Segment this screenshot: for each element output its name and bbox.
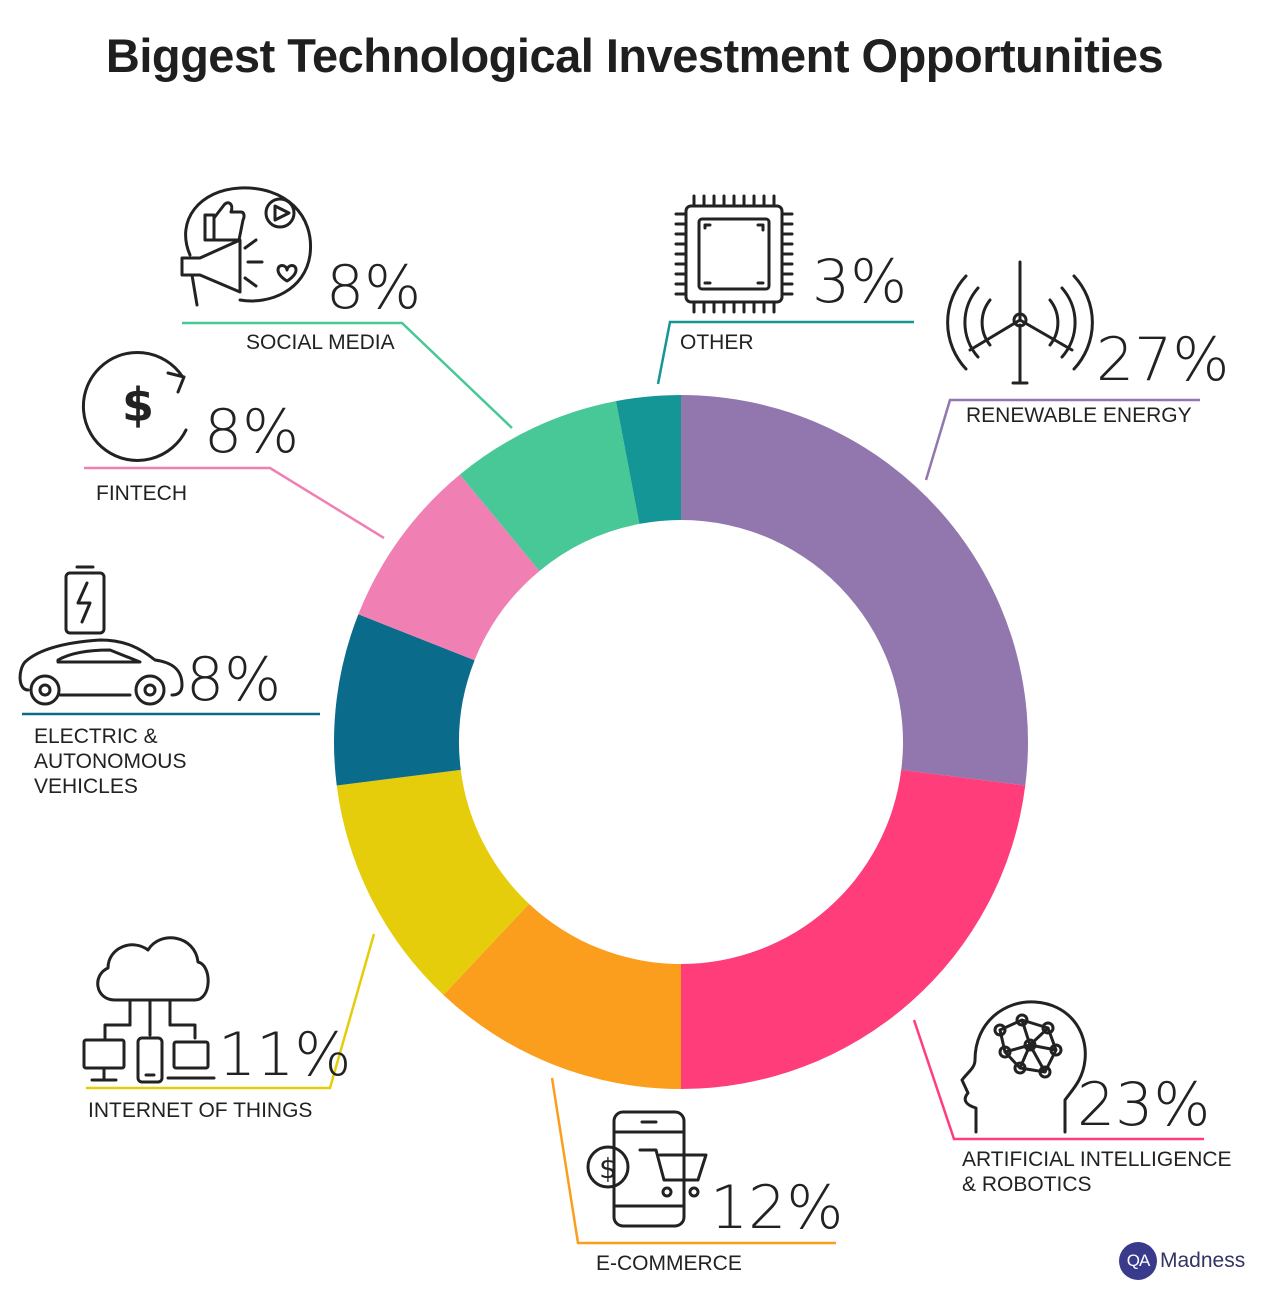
leader-lines xyxy=(22,320,1204,1245)
ai-brain-head-icon xyxy=(960,1000,1087,1134)
slice-percent: 3% xyxy=(812,247,907,317)
slice-fintech xyxy=(358,474,540,661)
slice-label: ARTIFICIAL INTELLIGENCE & ROBOTICS xyxy=(962,1148,1232,1196)
slice-labels: 27% RENEWABLE ENERGY 23% ARTIFICIAL INTELLI… xyxy=(34,247,1232,1275)
leader-line xyxy=(924,398,1200,481)
brand-logo: QA Madness xyxy=(1119,1241,1245,1281)
svg-text:$: $ xyxy=(599,1152,617,1185)
leader-line xyxy=(912,1019,1204,1141)
slice-percent: 23% xyxy=(1077,1070,1210,1140)
slice-percent: 8% xyxy=(204,397,299,467)
slice-label: RENEWABLE ENERGY xyxy=(966,404,1192,427)
wind-turbine-icon xyxy=(946,260,1094,385)
electric-car-icon xyxy=(18,565,184,706)
social-media-icon xyxy=(180,186,313,307)
slice-artificial-intelligence-robotics xyxy=(681,769,1026,1089)
slice-percent: 8% xyxy=(186,645,281,715)
leader-line xyxy=(550,1077,836,1245)
slice-label: INTERNET OF THINGS xyxy=(88,1099,312,1122)
mobile-shopping-cart-icon: $ xyxy=(586,1110,708,1228)
slice-label: SOCIAL MEDIA xyxy=(246,331,395,354)
slice-social-media xyxy=(459,401,640,571)
dollar-cycle-icon: $ xyxy=(81,350,188,462)
slice-label: E-COMMERCE xyxy=(596,1252,742,1275)
microchip-icon xyxy=(674,194,794,314)
donut-slices xyxy=(334,395,1028,1089)
slice-other xyxy=(615,395,681,524)
brand-name: Madness xyxy=(1160,1249,1246,1272)
slice-percent: 27% xyxy=(1096,325,1229,395)
slice-renewable-energy xyxy=(681,395,1028,786)
slice-percent: 8% xyxy=(326,253,421,323)
slice-percent: 12% xyxy=(710,1173,843,1243)
leader-line xyxy=(182,321,513,429)
slice-label: FINTECH xyxy=(96,482,187,505)
leader-line xyxy=(656,320,914,385)
leader-line xyxy=(86,933,376,1090)
slice-label: ELECTRIC & AUTONOMOUS VEHICLES xyxy=(34,725,186,798)
slice-label: OTHER xyxy=(680,331,754,354)
cloud-devices-icon xyxy=(82,936,216,1084)
slice-electric-autonomous-vehicles xyxy=(334,614,475,786)
svg-text:$: $ xyxy=(122,378,154,432)
brand-badge: QA xyxy=(1119,1242,1157,1280)
slice-internet-of-things xyxy=(336,769,530,995)
slice-e-commerce xyxy=(443,903,681,1089)
page-title: Biggest Technological Investment Opportu… xyxy=(105,29,1164,82)
leader-line xyxy=(84,466,385,540)
slice-percent: 11% xyxy=(218,1020,351,1090)
